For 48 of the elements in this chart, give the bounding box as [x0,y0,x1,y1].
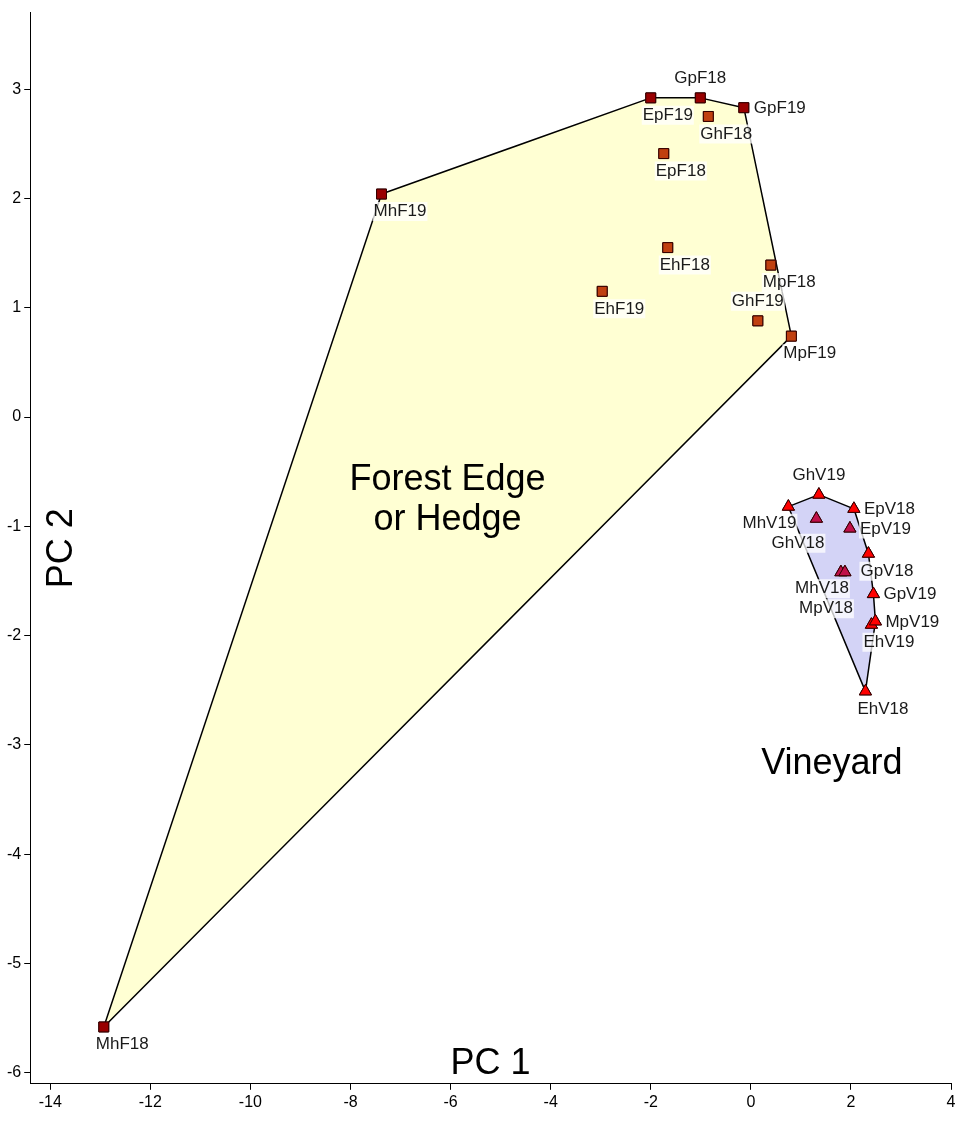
y-tick-label: 2 [12,188,22,206]
data-label: MpF19 [783,343,837,363]
y-tick-label: 1 [12,298,22,316]
series-label: Vineyard [761,741,903,783]
data-label: GhV18 [771,532,825,552]
data-label: GpV19 [883,584,937,604]
y-tick-label: -3 [6,735,22,753]
x-tick-label: 0 [746,1092,756,1110]
data-label: MhF19 [373,201,427,221]
data-label: EhV18 [857,698,909,718]
data-label: GhF19 [731,291,784,311]
x-tick-label: -10 [238,1092,263,1110]
data-label: GpF19 [753,97,806,117]
x-tick-label: 2 [846,1092,856,1110]
data-label: GhV19 [792,464,846,484]
x-tick-label: -6 [443,1092,458,1110]
data-label: EhF18 [659,254,710,274]
y-tick-label: -6 [6,1063,22,1081]
x-tick-label: -14 [38,1092,62,1110]
data-label: MhV18 [795,578,849,598]
data-label: MpF18 [762,272,816,292]
data-label: MhF18 [95,1034,149,1054]
data-label: EhF19 [594,298,645,318]
data-label: MpV19 [885,611,940,631]
y-tick-label: -2 [6,626,22,644]
series-label: Forest Edge or Hedge [349,457,546,539]
data-label: EpV19 [859,518,911,538]
data-label: GpV18 [860,560,914,580]
y-tick-label: 0 [12,407,22,425]
x-axis-title: PC 1 [450,1040,531,1082]
y-tick-label: 3 [12,79,22,97]
data-label: GhF18 [700,123,753,143]
data-label: EhV19 [863,631,915,651]
data-label: EpV18 [863,499,915,519]
data-label: MhV19 [742,512,797,532]
data-label: GpF18 [674,68,727,88]
x-tick-label: -4 [543,1092,558,1110]
y-axis-title: PC 2 [39,508,81,589]
data-label: MpV18 [799,598,853,618]
x-tick-label: 4 [946,1092,956,1110]
y-tick-label: -4 [6,844,22,862]
x-tick-label: -2 [643,1092,658,1110]
y-tick-label: -1 [6,516,22,534]
y-tick-label: -5 [6,953,22,971]
x-tick-label: -8 [343,1092,358,1110]
data-label: EpF18 [655,160,706,180]
x-tick-label: -12 [138,1092,162,1110]
data-label: EpF19 [642,105,693,125]
